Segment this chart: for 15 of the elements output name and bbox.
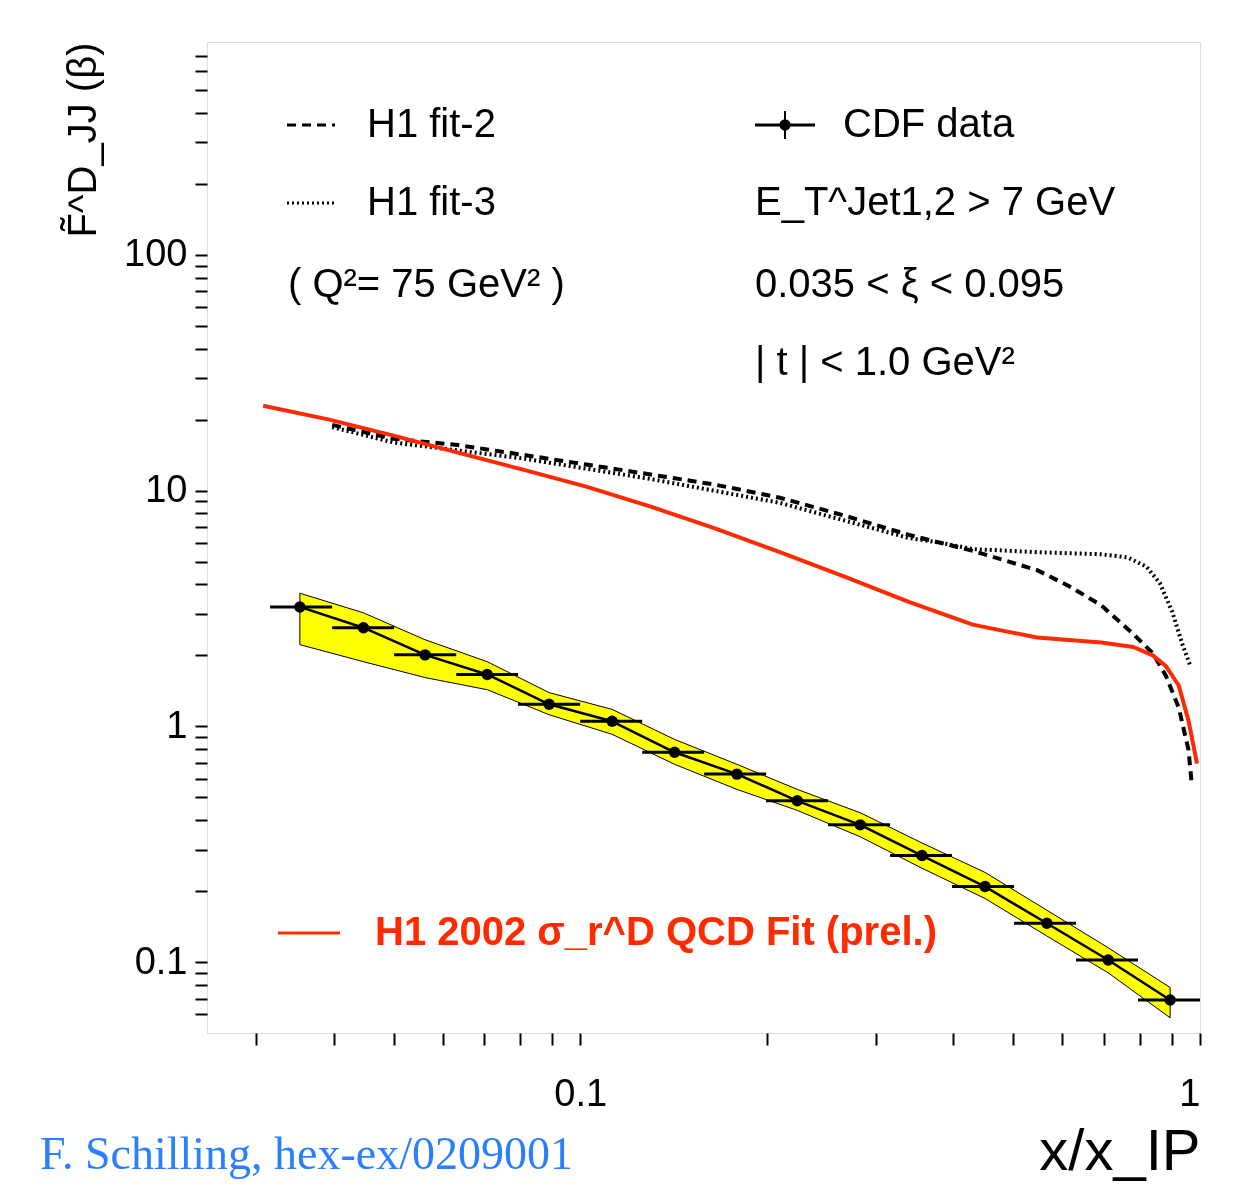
annotation: E_T^Jet1,2 > 7 GeV [755,179,1116,223]
annotation: 0.035 < ξ < 0.095 [755,261,1065,305]
legend-label: CDF data [843,101,1015,145]
annotation: | t | < 1.0 GeV² [755,339,1015,383]
legend-label: H1 fit-3 [367,179,496,223]
y-tick-label: 0.1 [134,939,188,982]
legend-label: H1 2002 σ_r^D QCD Fit (prel.) [375,909,937,953]
y-tick-label: 100 [124,232,188,275]
y-axis-title: F̃^D_JJ (β) [60,42,105,238]
x-axis-title: x/x_IP [1039,1116,1201,1182]
text: F. Schilling, hex-ex/0209001 [40,1128,573,1179]
y-tick-label: 1 [166,703,188,746]
y-tick-label: 10 [145,468,188,511]
annotation: ( Q²= 75 GeV² ) [288,261,565,305]
legend-label: H1 fit-2 [367,101,496,145]
